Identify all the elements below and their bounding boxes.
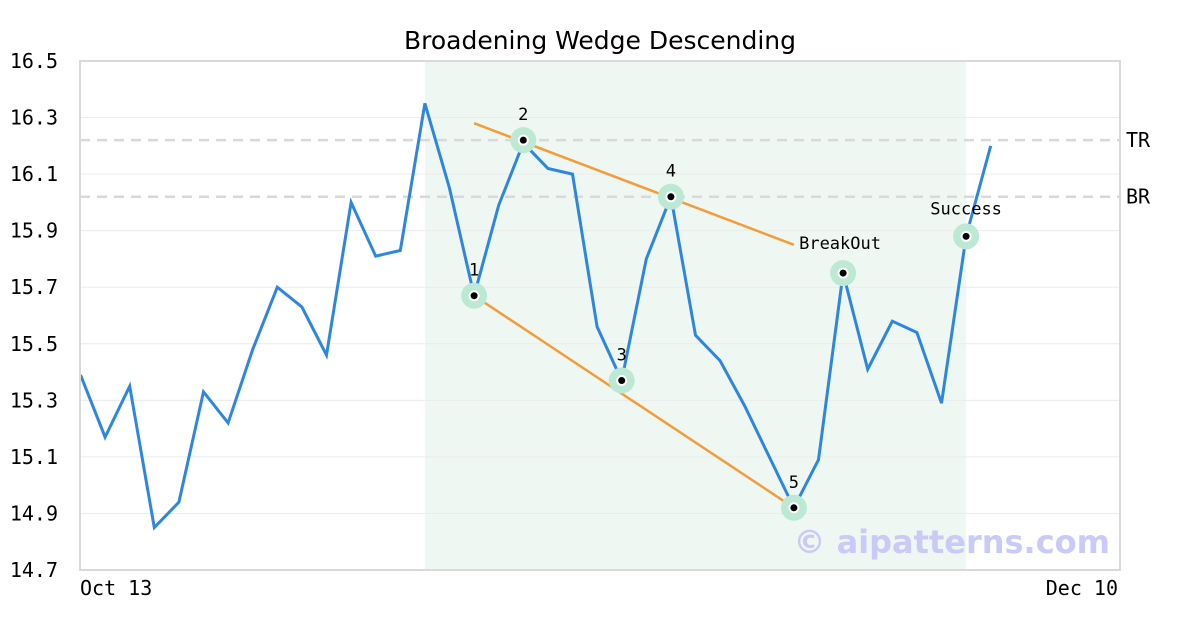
plot-frame <box>79 60 1121 571</box>
point-label: Success <box>930 199 1002 219</box>
y-tick-label: 16.1 <box>10 162 58 186</box>
level-label-br: BR <box>1126 185 1151 209</box>
point-marker <box>470 292 478 300</box>
point-label: 4 <box>666 162 676 182</box>
level-lines: TR BR <box>80 128 1151 209</box>
point-marker <box>667 193 675 201</box>
y-tick-label: 15.7 <box>10 275 58 299</box>
y-tick-label: 14.7 <box>10 558 58 582</box>
pattern-points: 1 2 3 4 5 BreakOut Success <box>461 105 1002 521</box>
level-label-tr: TR <box>1126 128 1151 152</box>
point-marker <box>618 377 626 385</box>
y-tick-label: 15.1 <box>10 445 58 469</box>
point-marker <box>519 136 527 144</box>
chart-title: Broadening Wedge Descending <box>404 26 796 55</box>
trendline <box>473 294 795 509</box>
y-tick-label: 15.9 <box>10 219 58 243</box>
point-marker <box>790 504 798 512</box>
x-axis: Oct 13 Dec 10 <box>80 576 1118 600</box>
y-tick-label: 15.3 <box>10 388 58 412</box>
point-label: BreakOut <box>799 234 881 254</box>
point-label: 2 <box>518 105 528 125</box>
price-line <box>79 102 993 531</box>
y-tick-label: 14.9 <box>10 501 58 525</box>
watermark: © aipatterns.com <box>793 523 1110 561</box>
point-label: 1 <box>469 261 479 281</box>
y-tick-label: 15.5 <box>10 332 58 356</box>
point-marker <box>839 269 847 277</box>
y-tick-label: 16.3 <box>10 106 58 130</box>
point-label: 3 <box>617 346 627 366</box>
point-marker <box>962 232 970 240</box>
x-tick-label: Dec 10 <box>1046 576 1118 600</box>
y-tick-label: 16.5 <box>10 49 58 73</box>
x-tick-label: Oct 13 <box>80 576 152 600</box>
point-label: 5 <box>789 473 799 493</box>
y-axis: 16.5 16.3 16.1 15.9 15.7 15.5 15.3 15.1 14.9 14.7 <box>10 49 58 582</box>
